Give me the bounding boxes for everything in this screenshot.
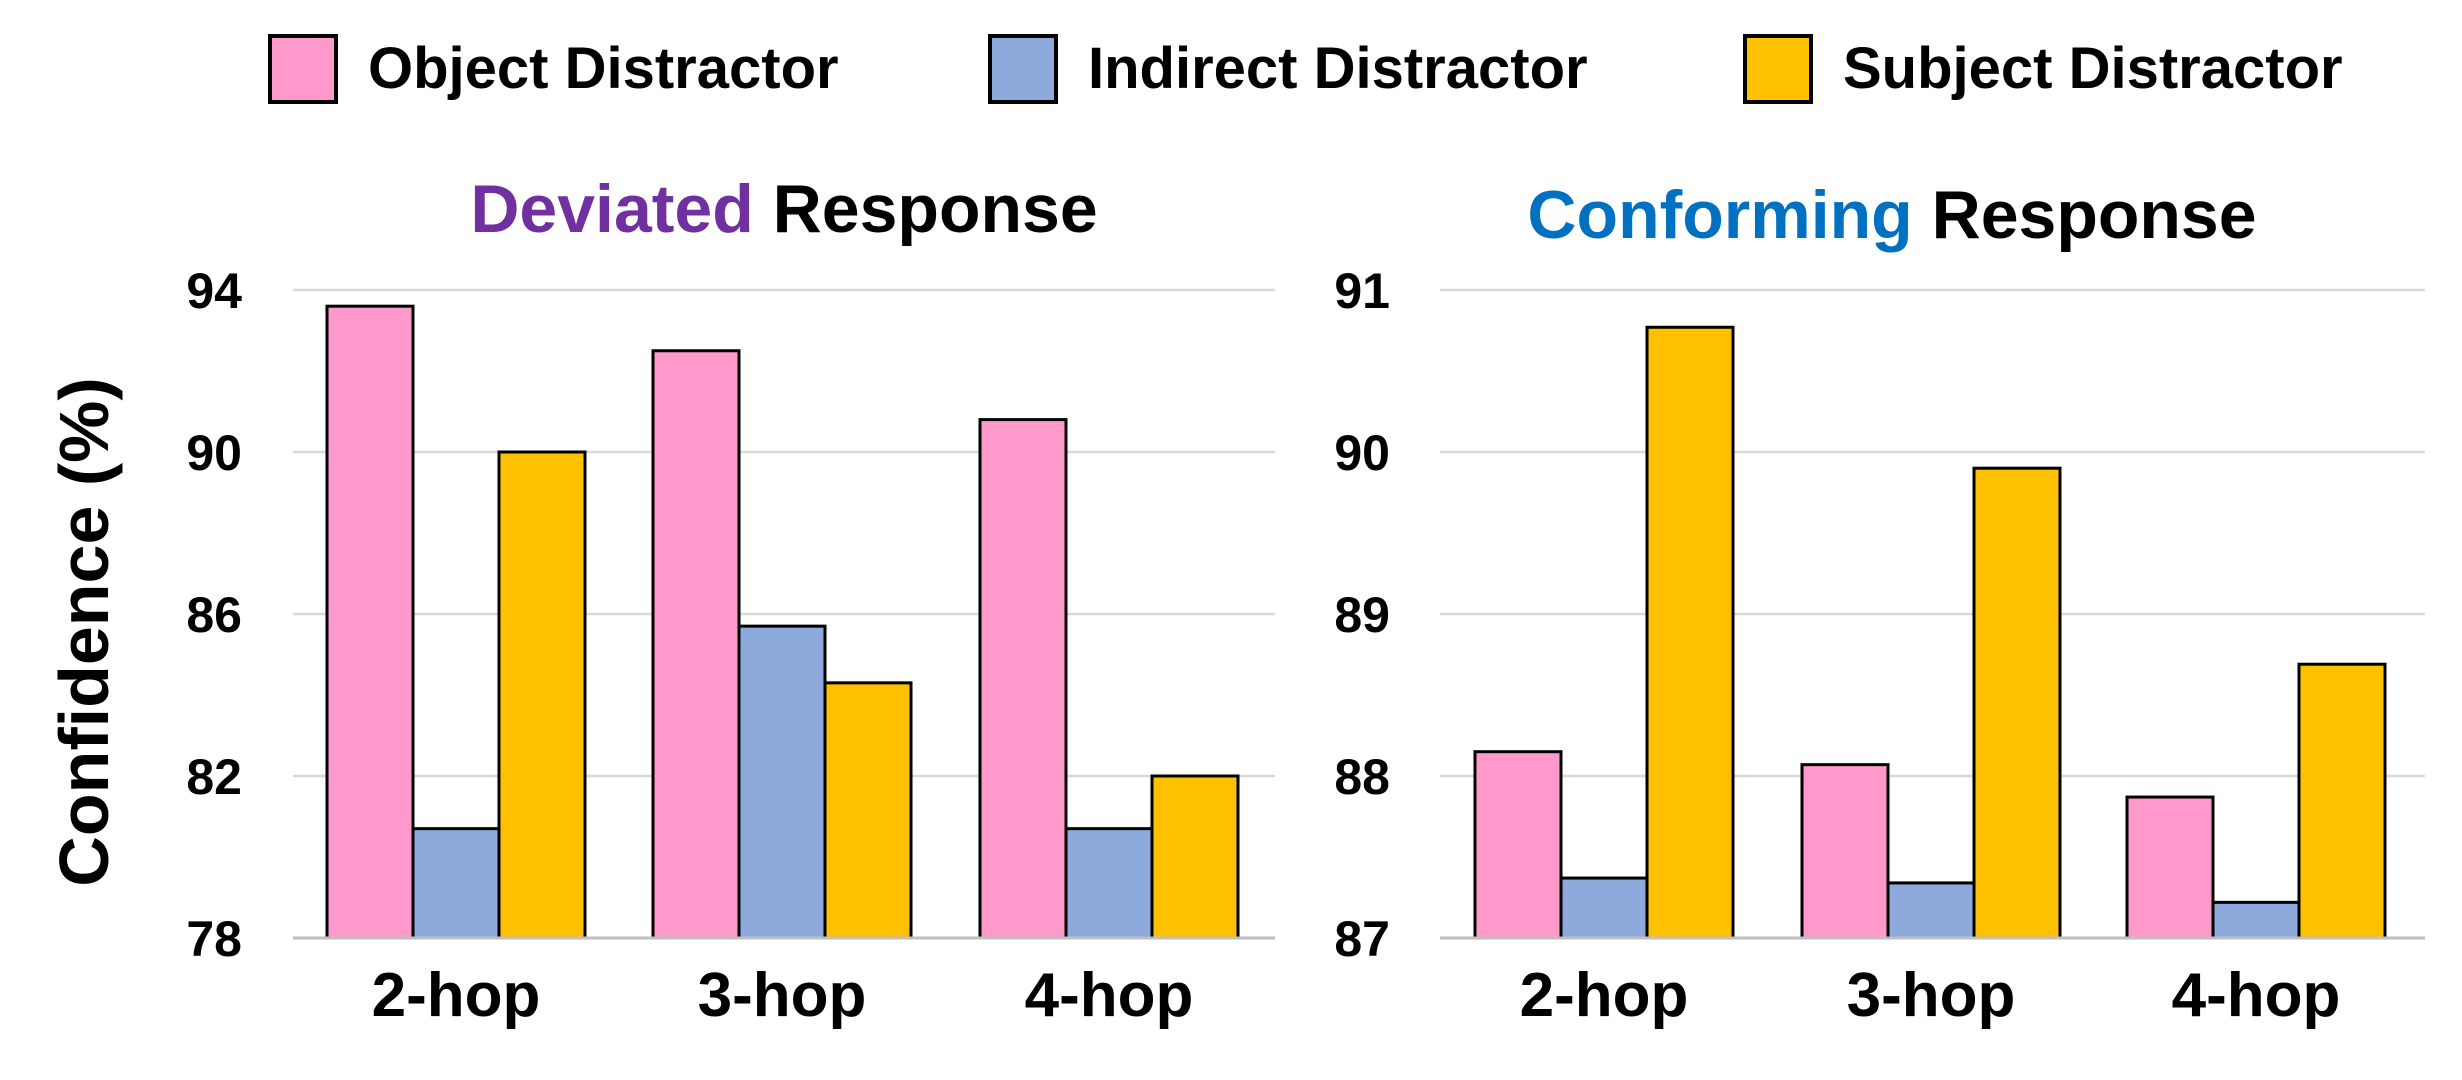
y-tick-label: 86 xyxy=(186,587,242,643)
legend-swatch-1 xyxy=(268,34,338,104)
panel-title-rest: Response xyxy=(1913,177,2257,253)
bar-2-3-hop xyxy=(1886,881,1976,940)
bar-3-3-hop xyxy=(1972,466,2062,940)
x-tick-label: 2-hop xyxy=(1520,961,1689,1030)
bar-3-2-hop xyxy=(497,450,587,940)
x-tick-label: 2-hop xyxy=(372,961,541,1030)
bar-3-2-hop xyxy=(1645,325,1735,940)
legend-swatch-2 xyxy=(988,34,1058,104)
x-tick-label: 3-hop xyxy=(698,961,867,1030)
y-tick-label: 90 xyxy=(186,425,242,481)
x-tick-label: 4-hop xyxy=(1025,961,1194,1030)
bar-1-3-hop xyxy=(1800,763,1890,940)
bar-1-4-hop xyxy=(2125,795,2215,940)
panel-title-rest: Response xyxy=(754,171,1098,247)
y-axis-label: Confidence (%) xyxy=(45,377,123,886)
bar-1-2-hop xyxy=(1473,750,1563,940)
bar-3-4-hop xyxy=(2297,662,2387,940)
y-axis-label-group: Confidence (%) xyxy=(45,377,123,886)
bar-2-2-hop xyxy=(411,827,501,940)
panel-title: Conforming Response xyxy=(1527,177,2256,253)
y-tick-label: 78 xyxy=(186,911,242,967)
bar-2-2-hop xyxy=(1559,876,1649,940)
chart-panel-2: 87 88 89 90 91 2-hop 3-hop 4-hop Conforming Resp… xyxy=(1334,177,2425,1030)
y-tick-label: 82 xyxy=(186,749,242,805)
legend-label-2: Indirect Distractor xyxy=(1088,36,1588,101)
chart-panel-1: 78 82 86 90 94 2-hop 3-hop 4-hop Deviated Respon… xyxy=(186,171,1275,1030)
y-tick-label: 88 xyxy=(1334,749,1390,805)
legend-label-1: Object Distractor xyxy=(368,36,839,101)
y-tick-label: 89 xyxy=(1334,587,1390,643)
bar-2-3-hop xyxy=(737,624,827,940)
bar-1-3-hop xyxy=(651,349,741,940)
y-tick-label: 87 xyxy=(1334,911,1390,967)
bar-2-4-hop xyxy=(2211,900,2301,940)
panel-title-highlight: Deviated xyxy=(470,171,753,247)
y-tick-label: 94 xyxy=(186,263,242,319)
y-tick-label: 91 xyxy=(1334,263,1390,319)
bar-1-2-hop xyxy=(325,304,415,940)
bar-1-4-hop xyxy=(978,418,1068,940)
legend-label-3: Subject Distractor xyxy=(1843,36,2343,101)
y-tick-label: 90 xyxy=(1334,425,1390,481)
x-tick-label: 3-hop xyxy=(1847,961,2016,1030)
bar-3-4-hop xyxy=(1150,774,1240,940)
bar-2-4-hop xyxy=(1064,827,1154,940)
panel-title-highlight: Conforming xyxy=(1527,177,1912,253)
panel-title: Deviated Response xyxy=(470,171,1097,247)
legend: Object Distractor Indirect Distractor Subj… xyxy=(268,34,2343,104)
chart-panels: 78 82 86 90 94 2-hop 3-hop 4-hop Deviated Respon… xyxy=(186,171,2425,1030)
bar-3-3-hop xyxy=(823,681,913,940)
legend-swatch-3 xyxy=(1743,34,1813,104)
x-tick-label: 4-hop xyxy=(2172,961,2341,1030)
